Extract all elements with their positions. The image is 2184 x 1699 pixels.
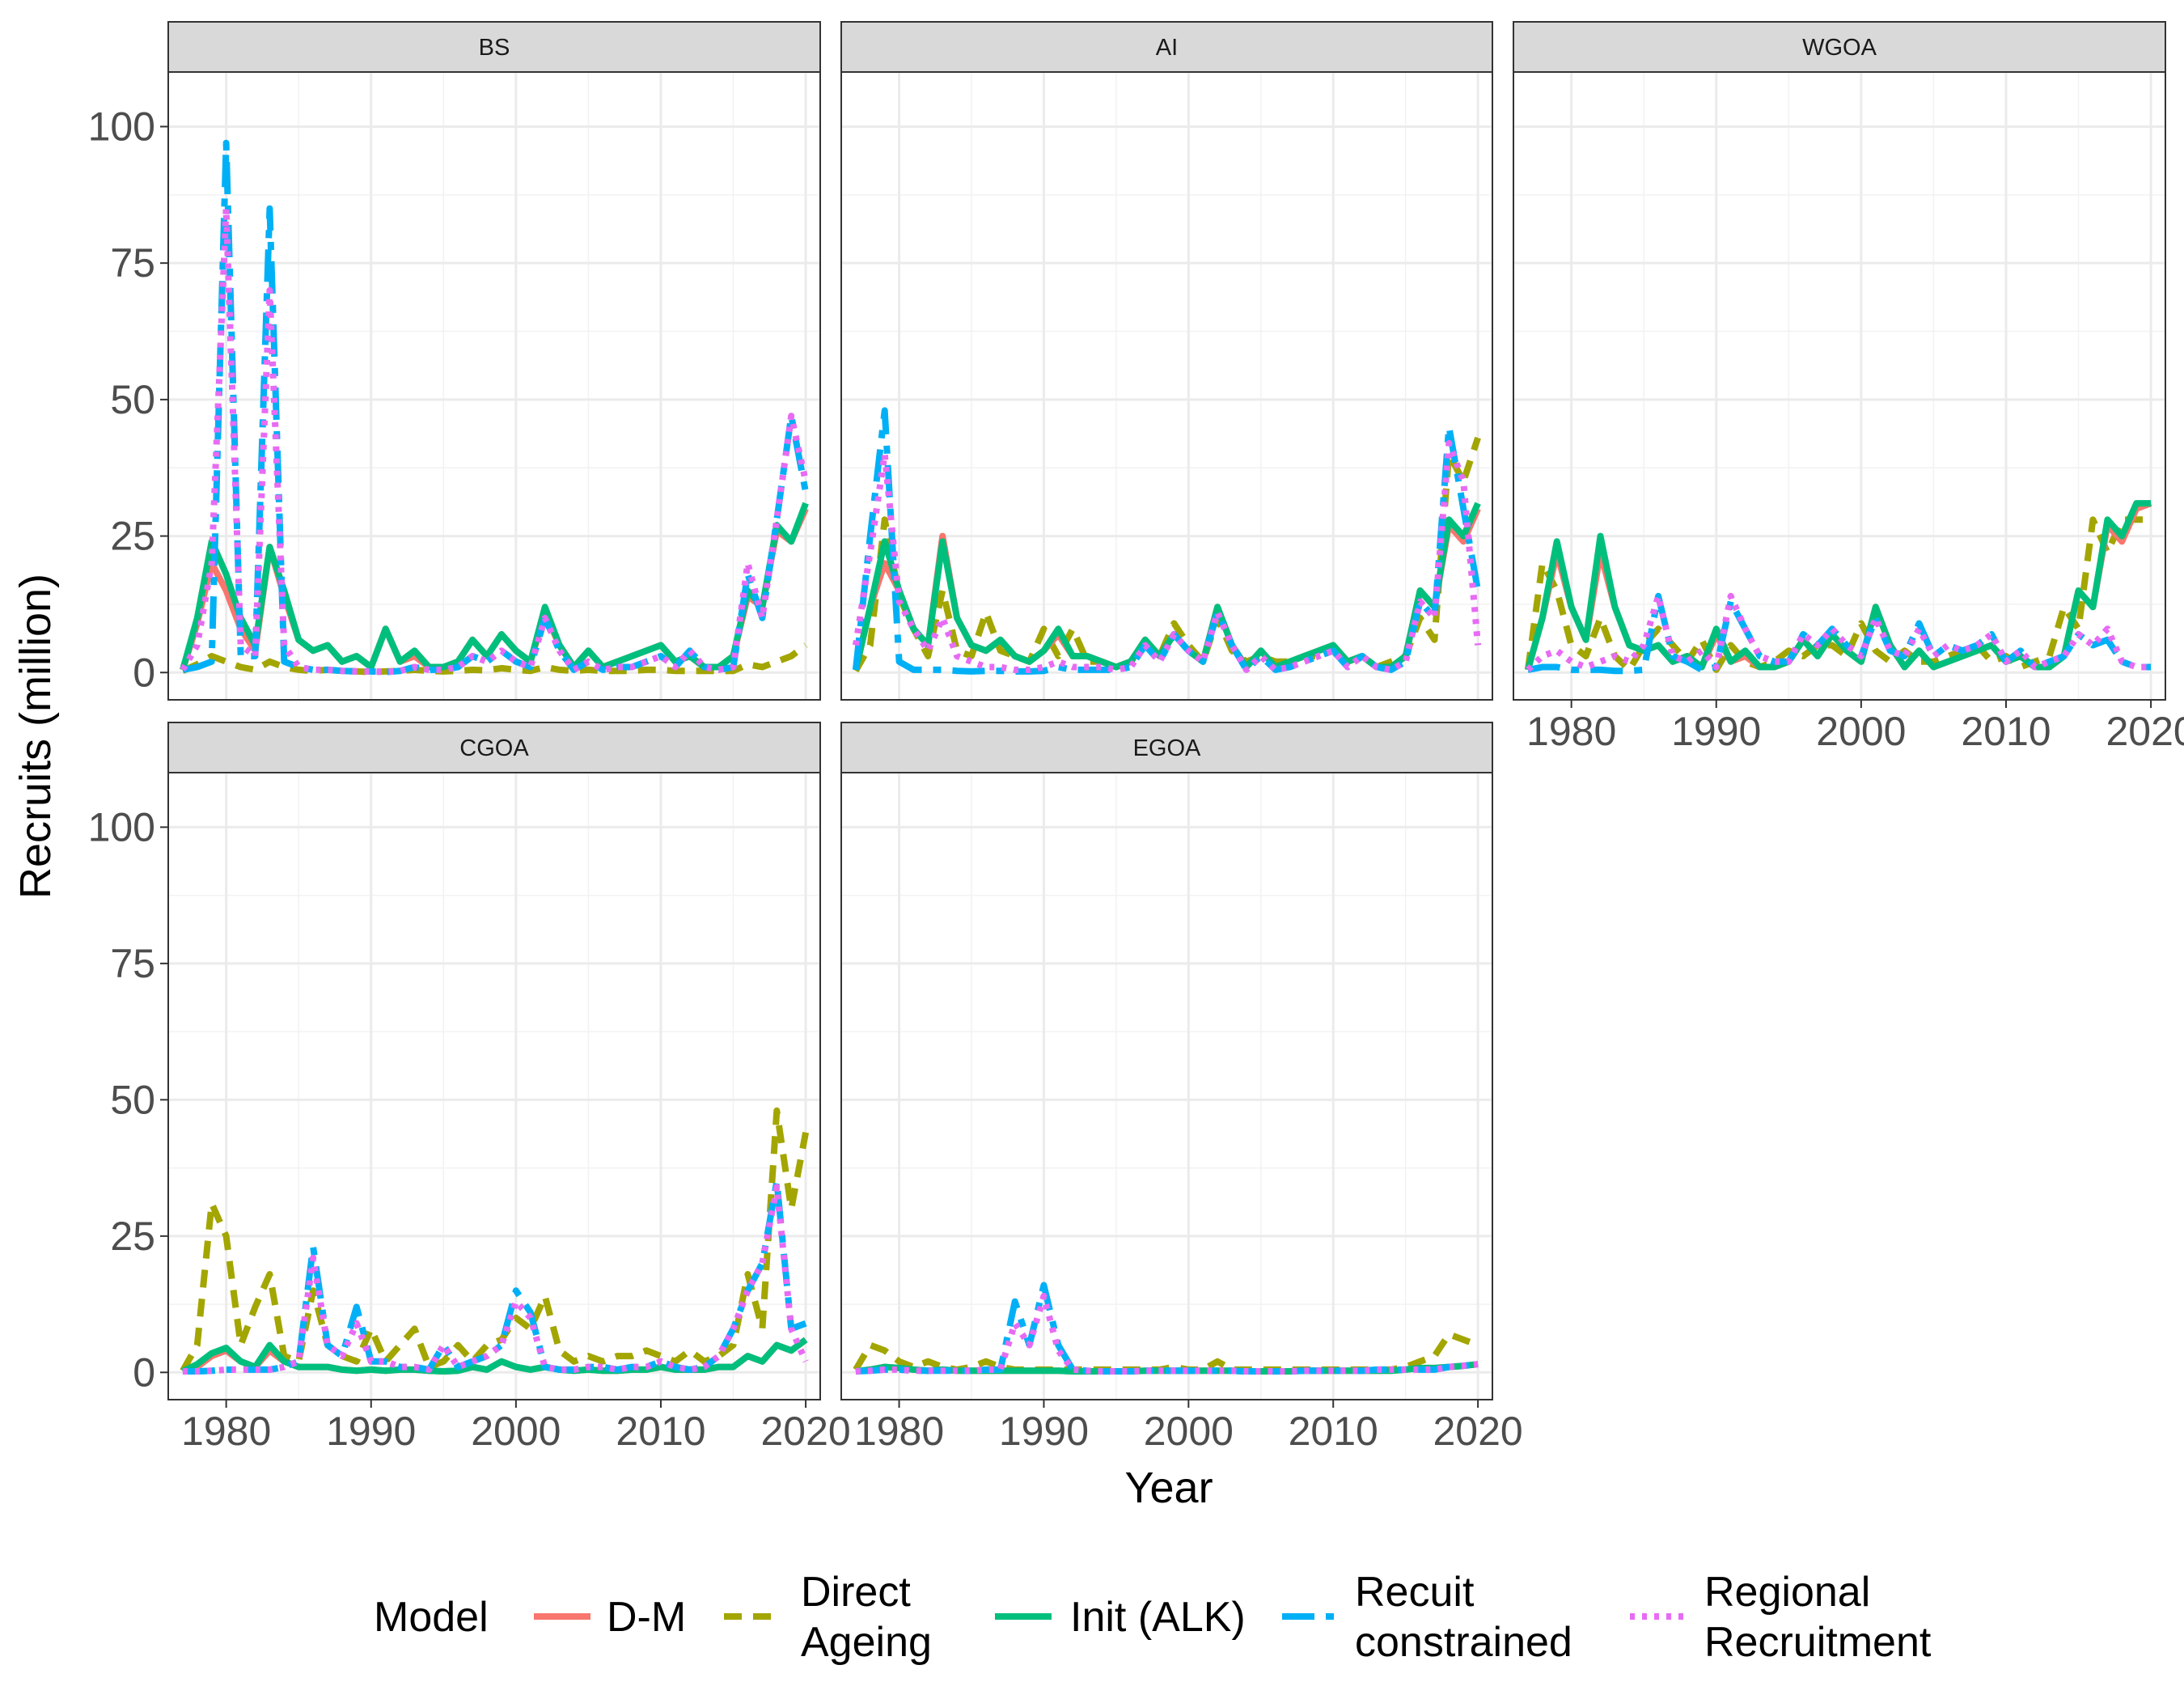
strip-label-cgoa: CGOA: [459, 735, 529, 761]
y-tick-label: 50: [110, 377, 155, 422]
x-tick-label: 2020: [2106, 709, 2184, 754]
y-tick-label: 25: [110, 1214, 155, 1259]
x-tick-label: 1980: [854, 1409, 944, 1454]
legend-label-dm: D-M: [607, 1594, 686, 1641]
x-tick-label: 2000: [1816, 709, 1906, 754]
series-lines-cgoa: [180, 1107, 810, 1375]
strip-label-ai: AI: [1156, 35, 1178, 61]
x-tick-label: 1990: [1671, 709, 1761, 754]
panel-ai: AI: [840, 21, 1493, 701]
panel-wgoa: WGOA: [1513, 21, 2166, 701]
x-tick-label: 1980: [1526, 709, 1616, 754]
legend-label-recruit: Recuit: [1355, 1569, 1475, 1616]
series-line-wgoa-direct: [1524, 516, 2152, 673]
series-line-cgoa-direct: [180, 1107, 810, 1373]
legend-entry-init: Init (ALK): [995, 1594, 1246, 1641]
panel-cgoa: CGOA: [167, 722, 821, 1400]
panel-border-wgoa: [1513, 71, 2166, 701]
facet-panels: BS AI WGOA CGOA EGOA: [167, 21, 2166, 1400]
strip-label-egoa: EGOA: [1133, 735, 1201, 761]
x-axis-title: Year: [1124, 1464, 1213, 1512]
panel-background-cgoa: [168, 773, 820, 1400]
x-tick-label: 2000: [1144, 1409, 1234, 1454]
x-tick-label: 2010: [1961, 709, 2051, 754]
y-tick-label: 75: [110, 240, 155, 286]
panel-border-ai: [840, 71, 1493, 701]
x-tick-label: 2020: [1433, 1409, 1522, 1454]
x-tick-label: 1990: [326, 1409, 416, 1454]
panel-border-cgoa: [167, 772, 821, 1400]
y-tick-label: 100: [88, 104, 155, 149]
strip-bs: [167, 21, 821, 73]
gridlines-egoa: [841, 773, 1492, 1400]
y-tick-label: 0: [133, 1349, 155, 1395]
y-tick-label: 25: [110, 514, 155, 559]
panel-egoa: EGOA: [840, 722, 1493, 1400]
panel-background-wgoa: [1513, 72, 2165, 700]
series-line-egoa-recruit: [855, 1282, 1479, 1375]
strip-cgoa: [167, 722, 821, 773]
series-lines-ai: [852, 407, 1482, 675]
series-line-cgoa-regional: [182, 1184, 809, 1375]
panel-bs: BS: [167, 21, 821, 701]
strip-egoa: [840, 722, 1493, 773]
x-tick-label: 1980: [181, 1409, 271, 1454]
series-lines-wgoa: [1524, 500, 2152, 675]
y-tick-label: 75: [110, 941, 155, 986]
x-tick-label: 2010: [1289, 1409, 1378, 1454]
y-tick-label: 100: [88, 804, 155, 850]
gridlines-wgoa: [1513, 72, 2165, 700]
panel-background-bs: [168, 72, 820, 700]
panel-background-egoa: [841, 773, 1492, 1400]
panel-border-bs: [167, 71, 821, 701]
strip-wgoa: [1513, 21, 2166, 73]
series-lines-egoa: [853, 1282, 1479, 1375]
series-line-bs-direct: [181, 642, 808, 676]
legend-label-regional: Regional: [1704, 1569, 1870, 1616]
x-tick-label: 2000: [471, 1409, 561, 1454]
series-line-bs-init: [180, 502, 809, 671]
legend-entry-dm: D-M: [534, 1594, 686, 1641]
y-axis-title: Recruits (million): [11, 574, 60, 899]
gridlines-cgoa: [168, 773, 820, 1400]
series-line-ai-regional: [852, 439, 1482, 673]
strip-label-wgoa: WGOA: [1802, 35, 1877, 61]
y-tick-label: 0: [133, 650, 155, 695]
x-tick-label: 2010: [616, 1409, 705, 1454]
series-lines-bs: [180, 139, 810, 676]
x-tick-label: 1990: [999, 1409, 1089, 1454]
legend-label-direct: Direct: [801, 1569, 911, 1616]
strip-ai: [840, 21, 1493, 73]
legend-label-recruit: constrained: [1355, 1619, 1572, 1666]
series-line-cgoa-init: [181, 1337, 808, 1375]
strip-label-bs: BS: [479, 35, 510, 61]
series-line-wgoa-init: [1525, 500, 2152, 671]
y-tick-label: 50: [110, 1077, 155, 1122]
legend-label-init: Init (ALK): [1070, 1594, 1246, 1641]
series-line-wgoa-recruit: [1527, 592, 2152, 675]
legend-label-regional: Recruitment: [1704, 1619, 1932, 1666]
legend-label-direct: Ageing: [801, 1619, 932, 1666]
legend-title: Model: [374, 1594, 489, 1641]
panel-border-egoa: [840, 772, 1493, 1400]
x-tick-label: 2020: [760, 1409, 850, 1454]
series-line-bs-regional: [180, 205, 810, 676]
axes: 0 25 50 75 100 1980 1990 2000 2010 2020 0 25 50 75 100…: [88, 104, 2184, 1454]
